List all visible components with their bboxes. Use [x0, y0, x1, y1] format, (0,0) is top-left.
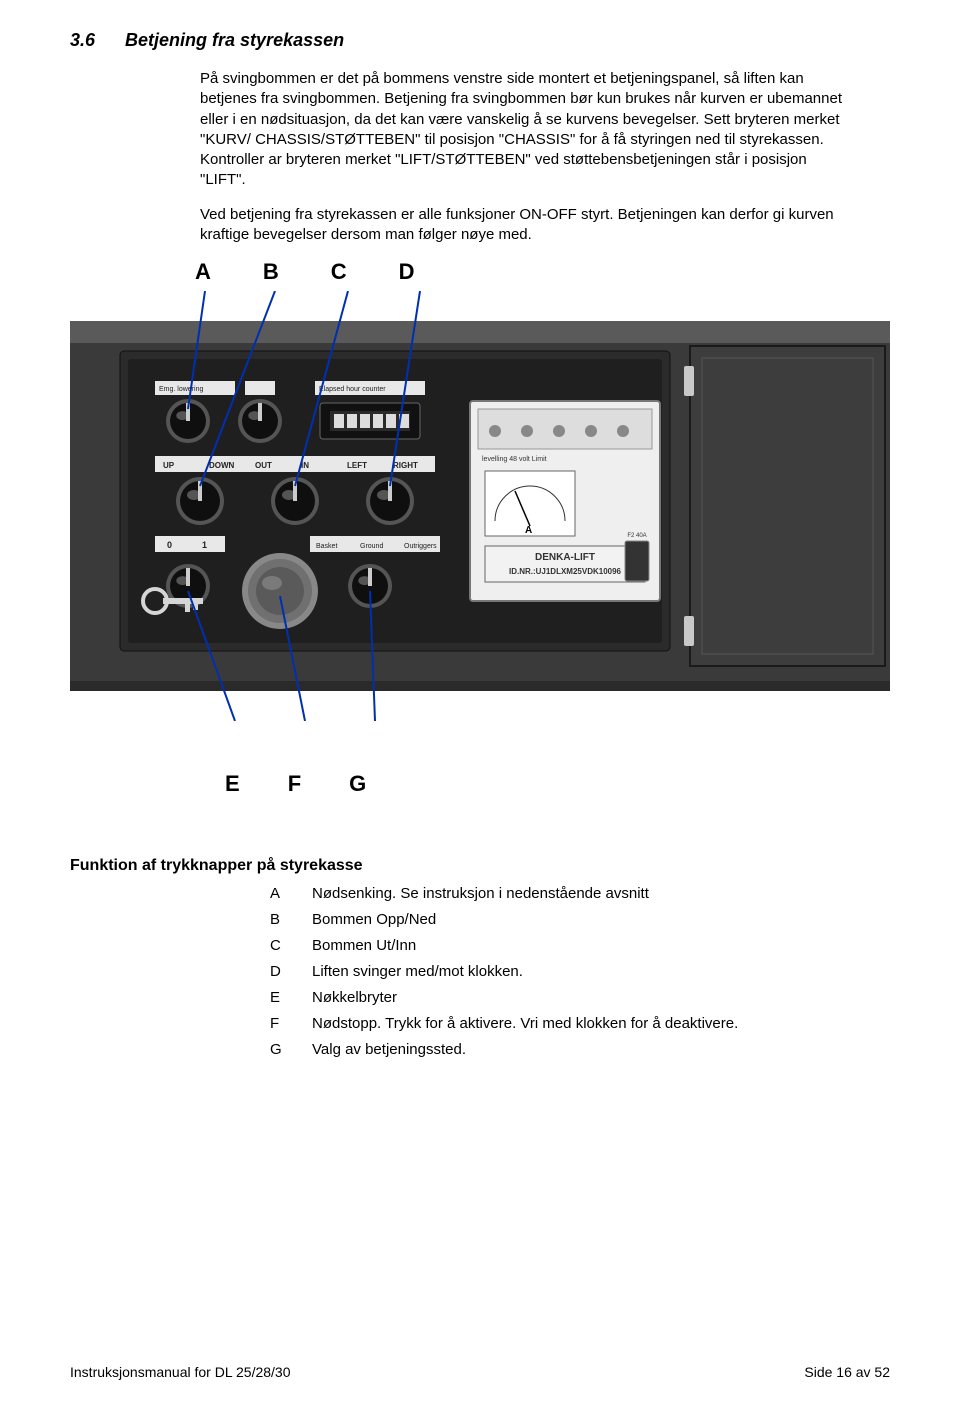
function-key: C — [270, 937, 288, 954]
function-text: Valg av betjeningssted. — [312, 1041, 466, 1058]
paragraph-2: Ved betjening fra styrekassen er alle fu… — [200, 205, 850, 246]
function-text: Nøkkelbryter — [312, 989, 397, 1006]
function-key: D — [270, 963, 288, 980]
svg-text:Basket: Basket — [316, 543, 337, 550]
footer-left: Instruksjonsmanual for DL 25/28/30 — [70, 1364, 291, 1380]
label-c: C — [331, 259, 347, 285]
function-text: Bommen Ut/Inn — [312, 937, 416, 954]
section-title: Betjening fra styrekassen — [125, 30, 344, 51]
function-text: Liften svinger med/mot klokken. — [312, 963, 523, 980]
svg-text:Outriggers: Outriggers — [404, 543, 437, 550]
function-item: G Valg av betjeningssted. — [270, 1041, 890, 1058]
label-a: A — [195, 259, 211, 285]
function-key: F — [270, 1015, 288, 1032]
label-g: G — [349, 771, 366, 797]
svg-text:DENKA-LIFT: DENKA-LIFT — [535, 552, 595, 563]
function-key: B — [270, 911, 288, 928]
functions-heading: Funktion af trykknapper på styrekasse — [70, 857, 890, 875]
label-b: B — [263, 259, 279, 285]
function-item: D Liften svinger med/mot klokken. — [270, 963, 890, 980]
panel-svg: Emg. lowering Elapsed hour counter UP DOWN O… — [70, 291, 890, 721]
function-key: A — [270, 885, 288, 902]
label-e: E — [225, 771, 240, 797]
label-f: F — [288, 771, 301, 797]
callout-labels-top: A B C D — [195, 259, 890, 285]
section-heading: 3.6 Betjening fra styrekassen — [70, 30, 890, 51]
paragraph-1: På svingbommen er det på bommens venstre… — [200, 69, 850, 191]
svg-text:0: 0 — [167, 540, 172, 550]
function-key: G — [270, 1041, 288, 1058]
functions-list: A Nødsenking. Se instruksjon i nedenståen… — [270, 885, 890, 1058]
callout-labels-bottom: E F G — [225, 771, 890, 797]
svg-text:1: 1 — [202, 540, 207, 550]
function-item: C Bommen Ut/Inn — [270, 937, 890, 954]
svg-text:RIGHT: RIGHT — [393, 461, 418, 470]
svg-text:LEFT: LEFT — [347, 461, 367, 470]
control-panel-diagram: Emg. lowering Elapsed hour counter UP DOWN O… — [70, 291, 890, 721]
svg-text:ID.NR.:UJ1DLXM25VDK10096: ID.NR.:UJ1DLXM25VDK10096 — [509, 567, 622, 576]
svg-text:UP: UP — [163, 461, 175, 470]
function-text: Nødsenking. Se instruksjon i nedenståend… — [312, 885, 649, 902]
svg-text:Ground: Ground — [360, 543, 383, 550]
footer-right: Side 16 av 52 — [804, 1364, 890, 1380]
svg-text:Emg. lowering: Emg. lowering — [159, 386, 203, 393]
svg-text:A: A — [525, 525, 532, 536]
svg-text:F2 40A: F2 40A — [627, 533, 646, 539]
function-key: E — [270, 989, 288, 1006]
function-text: Nødstopp. Trykk for å aktivere. Vri med … — [312, 1015, 738, 1032]
function-item: B Bommen Opp/Ned — [270, 911, 890, 928]
function-item: A Nødsenking. Se instruksjon i nedenståen… — [270, 885, 890, 902]
svg-text:DOWN: DOWN — [209, 461, 235, 470]
section-number: 3.6 — [70, 30, 95, 51]
page-footer: Instruksjonsmanual for DL 25/28/30 Side … — [70, 1364, 890, 1380]
svg-text:Elapsed hour counter: Elapsed hour counter — [319, 386, 386, 393]
svg-text:OUT: OUT — [255, 461, 272, 470]
function-text: Bommen Opp/Ned — [312, 911, 436, 928]
label-d: D — [399, 259, 415, 285]
svg-text:levelling 48 volt Limit: levelling 48 volt Limit — [482, 456, 547, 463]
function-item: F Nødstopp. Trykk for å aktivere. Vri med… — [270, 1015, 890, 1032]
function-item: E Nøkkelbryter — [270, 989, 890, 1006]
